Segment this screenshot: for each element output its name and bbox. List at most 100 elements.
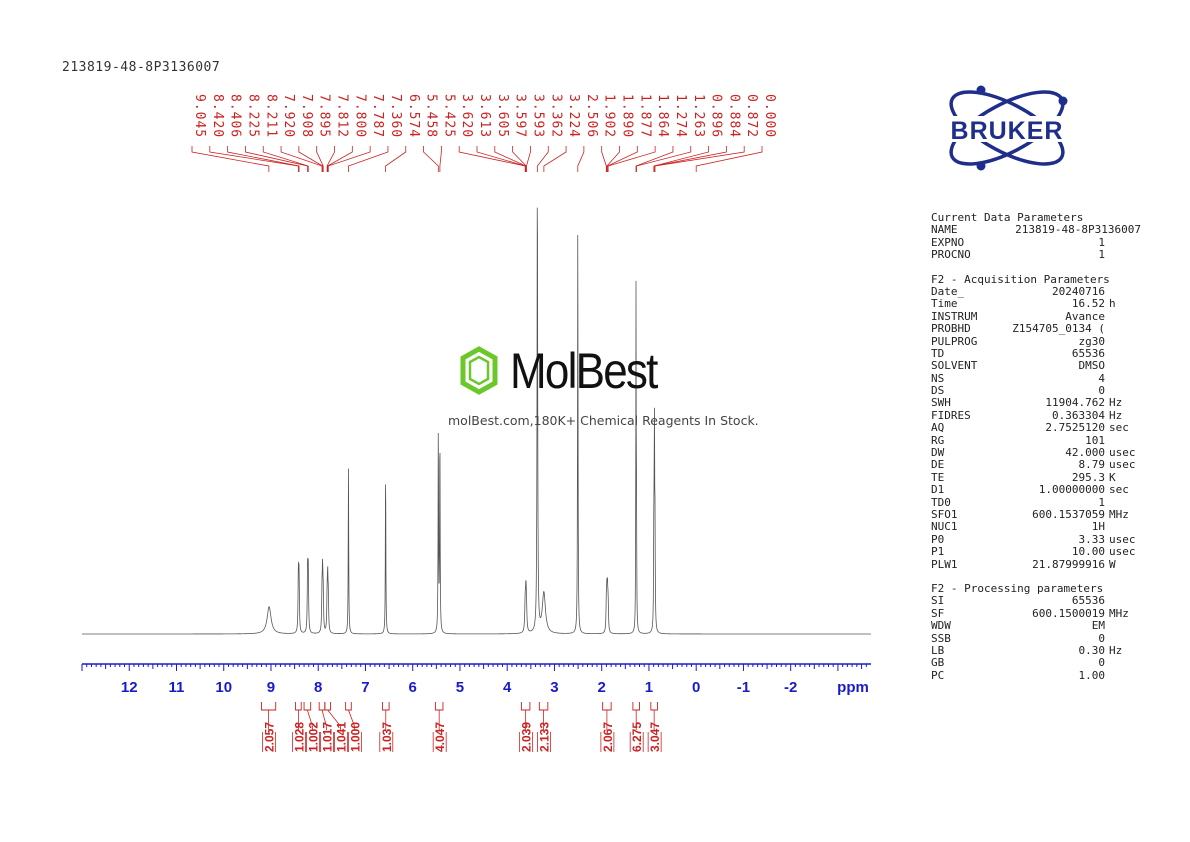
- parameter-row: NAME 213819-48-8P3136007: [931, 223, 1141, 237]
- parameter-row: D1 1.00000000 sec: [931, 483, 1141, 497]
- axis-tick-label: 9: [267, 679, 275, 696]
- parameter-value: 21.87999916: [1032, 557, 1105, 571]
- peak-label-connector: [191, 146, 270, 172]
- parameter-value: 0: [1098, 656, 1105, 670]
- parameter-key: TD0: [931, 495, 951, 509]
- integral-value: 1.000: [348, 722, 362, 752]
- spectrum-trace-group: [82, 207, 871, 635]
- parameter-row: P1 10.00 usec: [931, 545, 1141, 558]
- parameter-key: DS: [931, 384, 945, 398]
- integral-bracket: [345, 702, 352, 711]
- parameter-value: 42.000: [1065, 446, 1105, 460]
- parameter-key: D1: [931, 483, 945, 497]
- bruker-logo: BRUKER: [925, 85, 1090, 171]
- peak-label: 3.605: [495, 94, 510, 138]
- peak-label-connector: [227, 146, 300, 172]
- molbest-hexagon-icon: [460, 346, 498, 395]
- parameter-value: 11904.762: [1045, 396, 1105, 410]
- integral-value: 1.017: [320, 722, 334, 752]
- integral-group: 2.057 1.028 1.002 1.017 1.041 1.000 1.037 4.047…: [261, 702, 662, 752]
- parameter-row: INSTRUM Avance: [931, 309, 1141, 323]
- integral-value: 1.037: [380, 722, 394, 752]
- parameter-value: 0.363304: [1052, 408, 1105, 422]
- parameter-key: NAME: [931, 223, 958, 237]
- parameter-unit: h: [1109, 297, 1116, 311]
- peak-label: 7.908: [299, 94, 314, 138]
- axis-tick-label: 2: [598, 679, 606, 696]
- peak-label-group: 9.045 8.420 8.406 8.225 8.211 7.920 7.908 7.895…: [191, 94, 777, 172]
- parameter-key: NS: [931, 371, 945, 385]
- parameter-row: RG 101: [931, 434, 1141, 447]
- parameter-key: PULPROG: [931, 334, 978, 348]
- axis-tick-label: 1: [645, 679, 653, 696]
- parameter-key: SF: [931, 606, 945, 620]
- parameter-unit: K: [1109, 470, 1116, 484]
- parameter-value: 213819-48-8P3136007: [1015, 223, 1141, 237]
- peak-label: 0.872: [744, 94, 759, 138]
- spectrum-title: 213819-48-8P3136007: [62, 60, 221, 75]
- ppm-axis: 12 11 10 9 8 7 6 5 4 3 2 1 0 -1 -2 ppm: [81, 663, 871, 696]
- parameter-section: Current Data Parameters NAME 213819-48-8P3…: [931, 211, 1141, 262]
- watermark-brand: MolBest: [510, 343, 658, 399]
- peak-label: 3.362: [548, 94, 563, 138]
- peak-label-connector: [209, 146, 299, 172]
- peak-label-connector: [316, 146, 324, 172]
- parameter-key: EXPNO: [931, 235, 965, 249]
- integral-connector: [321, 709, 327, 730]
- parameter-row: PULPROG zg30: [931, 334, 1141, 348]
- peak-label: 0.884: [726, 94, 741, 138]
- parameter-row: SFO1 600.1537059 MHz: [931, 508, 1141, 521]
- parameter-unit: Hz: [1109, 396, 1123, 410]
- integral-bracket: [650, 702, 658, 711]
- parameter-section: F2 - Processing parameters SI 65536 SF 600.1…: [931, 582, 1141, 682]
- parameter-row: TD 65536: [931, 347, 1141, 360]
- peak-label: 3.620: [459, 94, 474, 138]
- parameter-key: AQ: [931, 421, 945, 435]
- peak-label: 1.864: [655, 94, 670, 138]
- parameter-value: 1: [1098, 248, 1105, 262]
- peak-label-connector: [654, 146, 727, 172]
- axis-tick-label: 10: [215, 679, 232, 696]
- peak-label: 7.895: [317, 94, 332, 138]
- parameter-row: DS 0: [931, 384, 1141, 398]
- parameter-row: DW 42.000 usec: [931, 446, 1141, 460]
- peak-label-connector: [512, 146, 527, 172]
- peak-label: 3.224: [566, 94, 581, 138]
- peak-label: 8.406: [228, 94, 243, 138]
- axis-tick-label: 11: [169, 679, 185, 696]
- peak-label: 7.800: [352, 94, 367, 138]
- peak-label: 7.920: [281, 94, 296, 138]
- acquisition-parameters-panel: Current Data Parameters NAME 213819-48-8P3…: [931, 211, 1141, 694]
- parameter-value: 1.00000000: [1038, 483, 1105, 497]
- parameter-row: SI 65536: [931, 594, 1141, 607]
- peak-label: 9.045: [192, 94, 207, 138]
- peak-label-connector: [423, 146, 439, 172]
- integral-bracket: [632, 702, 640, 711]
- parameter-key: INSTRUM: [931, 309, 978, 323]
- parameter-row: SWH 11904.762 Hz: [931, 396, 1141, 410]
- axis-tick-label: 8: [314, 679, 322, 696]
- parameter-key: SOLVENT: [931, 359, 978, 373]
- peak-label: 1.890: [620, 94, 635, 138]
- integral-bracket: [602, 702, 612, 711]
- parameter-row: Date_ 20240716: [931, 284, 1141, 298]
- parameter-key: Date_: [931, 284, 965, 298]
- integral-value: 1.041: [334, 722, 348, 752]
- parameter-unit: MHz: [1109, 606, 1129, 620]
- parameter-value: 1H: [1091, 520, 1105, 534]
- integral-connector: [348, 709, 355, 730]
- peak-label-connector: [536, 146, 549, 172]
- peak-label-connector: [476, 146, 526, 172]
- parameter-row: AQ 2.7525120 sec: [931, 421, 1141, 435]
- parameter-value: 0.30: [1078, 643, 1106, 657]
- peak-label: 3.593: [530, 94, 545, 138]
- axis-tick-label: 0: [692, 679, 700, 696]
- integral-bracket: [538, 702, 549, 711]
- integral-bracket: [520, 702, 531, 711]
- integral-bracket: [324, 702, 331, 711]
- parameter-row: PROBHD Z154705_0134 (: [931, 322, 1141, 336]
- parameter-value: Z154705_0134 (: [1012, 322, 1105, 336]
- peak-label-connector: [635, 146, 674, 172]
- parameter-value: 3.33: [1078, 532, 1106, 546]
- peak-label-connector: [577, 146, 585, 172]
